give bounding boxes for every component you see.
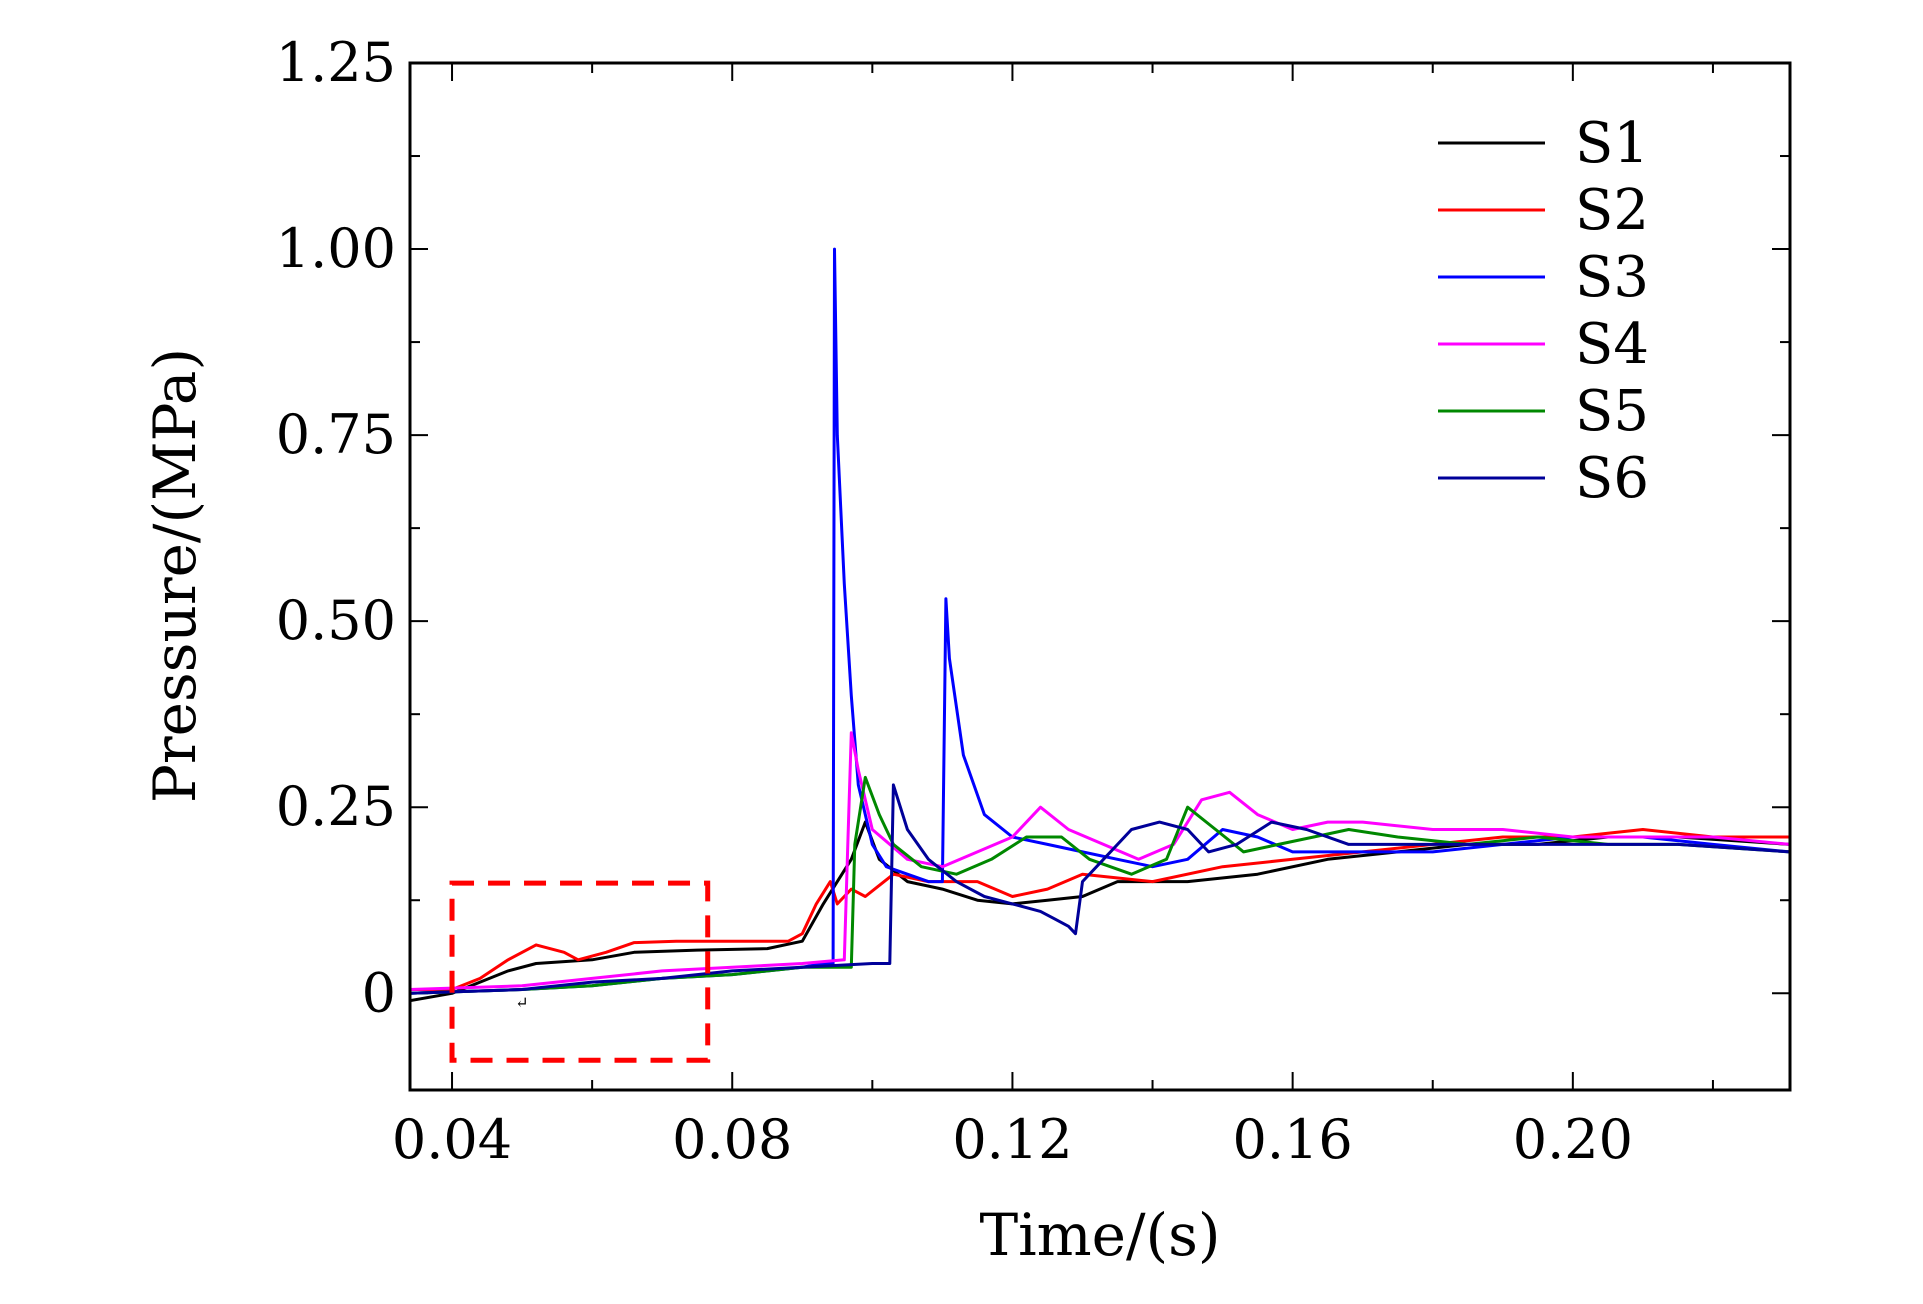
series-line-s2 <box>410 828 1790 991</box>
y-tick-label: 1.25 <box>276 31 396 94</box>
tick-marks <box>410 62 1790 1090</box>
y-axis-title: Pressure/(MPa) <box>141 348 209 803</box>
y-tick-label: 0.50 <box>276 589 396 652</box>
legend-label-s2: S2 <box>1575 178 1649 243</box>
series-line-s1 <box>410 820 1790 1003</box>
x-tick-label: 0.04 <box>392 1108 512 1171</box>
series-line-s3 <box>410 247 1790 995</box>
plot-frame <box>408 61 1792 1092</box>
dashed-highlight-rect <box>449 880 711 1063</box>
legend-label-s5: S5 <box>1575 379 1649 444</box>
series-lines <box>410 247 1790 1003</box>
legend-label-s3: S3 <box>1575 245 1649 310</box>
y-tick-label: 1.00 <box>276 217 396 280</box>
y-tick-label: 0.25 <box>276 775 396 838</box>
legend-label-s1: S1 <box>1575 111 1649 176</box>
x-tick-label: 0.16 <box>1233 1108 1353 1171</box>
y-tick-label: 0.75 <box>276 403 396 466</box>
legend-label-s4: S4 <box>1575 312 1649 377</box>
tick-labels: 0.04 0.08 0.12 0.16 0.20 0 0.25 0.50 0.75 1.00 1.2… <box>276 31 1633 1171</box>
x-tick-label: 0.12 <box>952 1108 1072 1171</box>
x-axis-title: Time/(s) <box>979 1201 1220 1269</box>
return-glyph: ↵ <box>515 993 528 1012</box>
series-line-s6 <box>410 783 1790 995</box>
highlight-box: ↵ <box>449 880 711 1063</box>
series-line-s4 <box>410 731 1790 991</box>
y-tick-label: 0 <box>362 961 396 1024</box>
x-tick-label: 0.08 <box>672 1108 792 1171</box>
legend-label-s6: S6 <box>1575 446 1649 511</box>
x-tick-label: 0.20 <box>1513 1108 1633 1171</box>
